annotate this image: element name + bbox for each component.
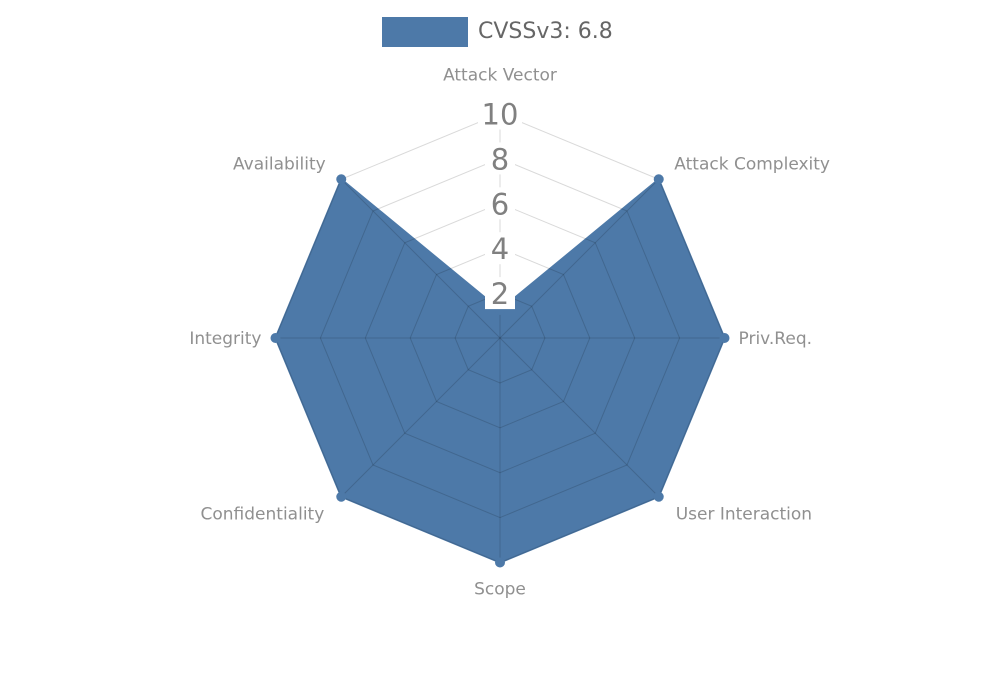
axis-label-availability: Availability [233, 155, 326, 175]
axis-label-priv-req: Priv.Req. [739, 329, 813, 349]
legend-swatch [382, 17, 468, 47]
data-point [719, 333, 730, 343]
tick-label: 4 [491, 232, 509, 266]
axis-line [340, 337, 501, 498]
tick-box [485, 187, 515, 220]
data-point [653, 174, 664, 185]
data-point [270, 333, 281, 343]
tick-label: 8 [491, 142, 509, 176]
legend-item[interactable]: CVSSv3: 6.8 [382, 17, 613, 47]
axis-label-user-interaction: User Interaction [676, 505, 812, 525]
axis-label-attack-vector: Attack Vector [443, 66, 557, 86]
grid-ring [364, 202, 636, 474]
tick-box [485, 232, 515, 265]
grid-ring [409, 247, 591, 429]
data-point [336, 174, 347, 185]
axis-line [499, 337, 660, 498]
axis-label-integrity: Integrity [189, 329, 261, 349]
tick-label: 2 [491, 277, 509, 311]
tick-label: 6 [491, 187, 509, 221]
grid-ring [454, 292, 546, 384]
tick-box [478, 97, 522, 130]
data-point [336, 491, 347, 502]
axis-label-scope: Scope [474, 580, 526, 600]
grid-ring [319, 157, 681, 519]
legend-label: CVSSv3: 6.8 [478, 19, 613, 44]
axis-label-confidentiality: Confidentiality [201, 505, 325, 525]
data-point [495, 557, 505, 568]
tick-label: 10 [482, 98, 519, 132]
data-point [653, 491, 664, 502]
tick-box [485, 142, 515, 175]
axis-label-attack-complexity: Attack Complexity [674, 155, 830, 175]
tick-box [485, 277, 515, 310]
axis-line [340, 178, 501, 339]
axis-line [499, 178, 660, 339]
